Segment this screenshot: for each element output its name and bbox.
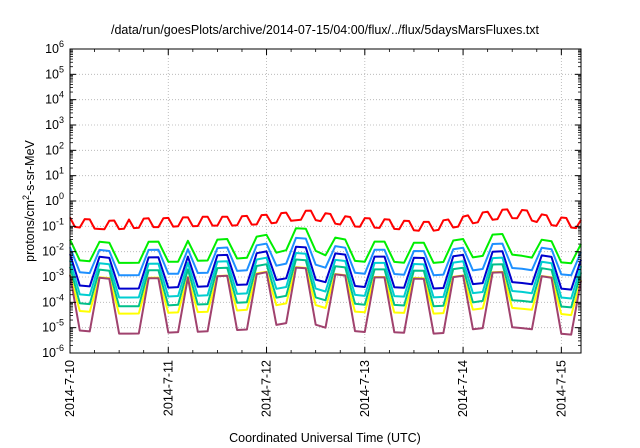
- y-axis-label-sup: 2: [21, 195, 31, 200]
- x-tick-label: 2014-7-11: [161, 360, 175, 416]
- y-tick-label: 10-4: [42, 292, 64, 309]
- y-tick-label: 102: [45, 140, 64, 157]
- y-axis-label-rest: -s-sr-MeV: [23, 139, 37, 195]
- series-line-4: [69, 245, 582, 291]
- y-axis-label-base: protons/cm: [23, 200, 37, 262]
- x-axis-label: Coordinated Universal Time (UTC): [229, 431, 421, 445]
- x-tick-label: 2014-7-13: [358, 360, 372, 417]
- y-tick-label: 10-3: [42, 267, 64, 284]
- y-tick-label: 105: [45, 64, 64, 81]
- series-line-6: [69, 258, 582, 309]
- x-tick-label: 2014-7-15: [554, 360, 568, 417]
- x-tick-label: 2014-7-10: [63, 360, 77, 417]
- y-tick-label: 10-5: [42, 318, 64, 335]
- y-tick-label: 10-1: [42, 216, 64, 233]
- x-tick-labels: 2014-7-10 2014-7-11 2014-7-12 2014-7-13 2014…: [63, 360, 568, 417]
- y-tick-label: 106: [45, 39, 64, 56]
- series-line-5: [69, 252, 582, 300]
- y-tick-label: 104: [45, 90, 64, 107]
- y-tick-labels: 10-6 10-5 10-4 10-3 10-2 10-1 100 101 102 103 104 1…: [42, 39, 64, 360]
- y-tick-label: 10-2: [42, 242, 64, 259]
- x-tick-label: 2014-7-14: [456, 360, 470, 417]
- series-line-1: [69, 208, 582, 232]
- series-line-8: [69, 266, 582, 336]
- axis-ticks: [69, 48, 581, 354]
- y-tick-label: 103: [45, 115, 64, 132]
- series-line-2: [69, 227, 582, 265]
- x-tick-label: 2014-7-12: [260, 360, 274, 417]
- series-line-3: [69, 236, 582, 277]
- data-series-group: [69, 208, 582, 336]
- y-tick-label: 100: [45, 191, 64, 208]
- chart-title: /data/run/goesPlots/archive/2014-07-15/0…: [111, 23, 540, 37]
- y-axis-label: protons/cm2-s-sr-MeV: [21, 139, 37, 261]
- y-tick-label: 10-6: [42, 343, 64, 360]
- y-tick-label: 101: [45, 166, 64, 183]
